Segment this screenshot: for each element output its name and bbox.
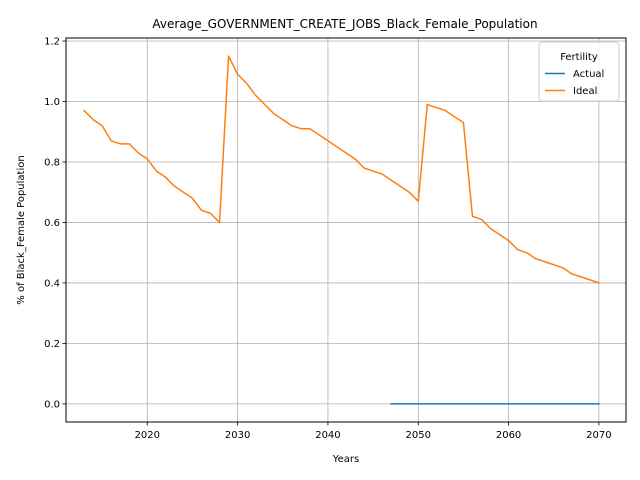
x-tick-label: 2070 xyxy=(586,430,611,441)
chart-title: Average_GOVERNMENT_CREATE_JOBS_Black_Fem… xyxy=(152,17,537,31)
legend: Fertility Actual Ideal xyxy=(538,41,620,102)
x-axis-label: Years xyxy=(332,454,359,465)
x-tick-label: 2040 xyxy=(315,430,340,441)
y-tick-label: 1.0 xyxy=(44,97,60,108)
y-tick-label: 0.2 xyxy=(44,339,60,350)
y-tick-label: 0.0 xyxy=(44,399,60,410)
tick-layer: 2020 2030 2040 2050 2060 2070 0.0 0.2 0.4 0.6 0.8 1… xyxy=(44,37,612,441)
legend-box xyxy=(538,41,620,102)
legend-entries: Actual Ideal xyxy=(545,69,604,97)
x-tick-label: 2020 xyxy=(135,430,160,441)
y-axis-label: % of Black_Female Population xyxy=(16,155,27,304)
grid-layer xyxy=(66,38,626,422)
y-tick-label: 1.2 xyxy=(44,37,60,48)
legend-label-ideal: Ideal xyxy=(573,86,597,97)
plot-frame xyxy=(65,37,627,423)
y-tick-label: 0.4 xyxy=(44,278,60,289)
y-tick-label: 0.6 xyxy=(44,218,60,229)
series-layer xyxy=(82,55,600,405)
legend-title: Fertility xyxy=(560,52,598,63)
x-tick-label: 2060 xyxy=(496,430,521,441)
x-tick-label: 2030 xyxy=(225,430,250,441)
x-tick-label: 2050 xyxy=(406,430,431,441)
y-tick-label: 0.8 xyxy=(44,157,60,168)
series-line-ideal xyxy=(82,55,600,284)
legend-label-actual: Actual xyxy=(573,69,604,80)
